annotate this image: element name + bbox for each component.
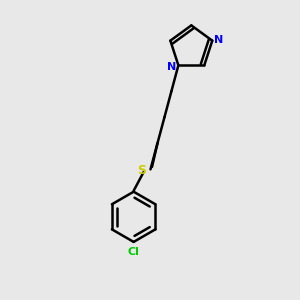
Text: N: N [167,62,176,72]
Text: Cl: Cl [128,248,140,257]
Text: S: S [137,164,146,177]
Text: N: N [214,35,224,45]
